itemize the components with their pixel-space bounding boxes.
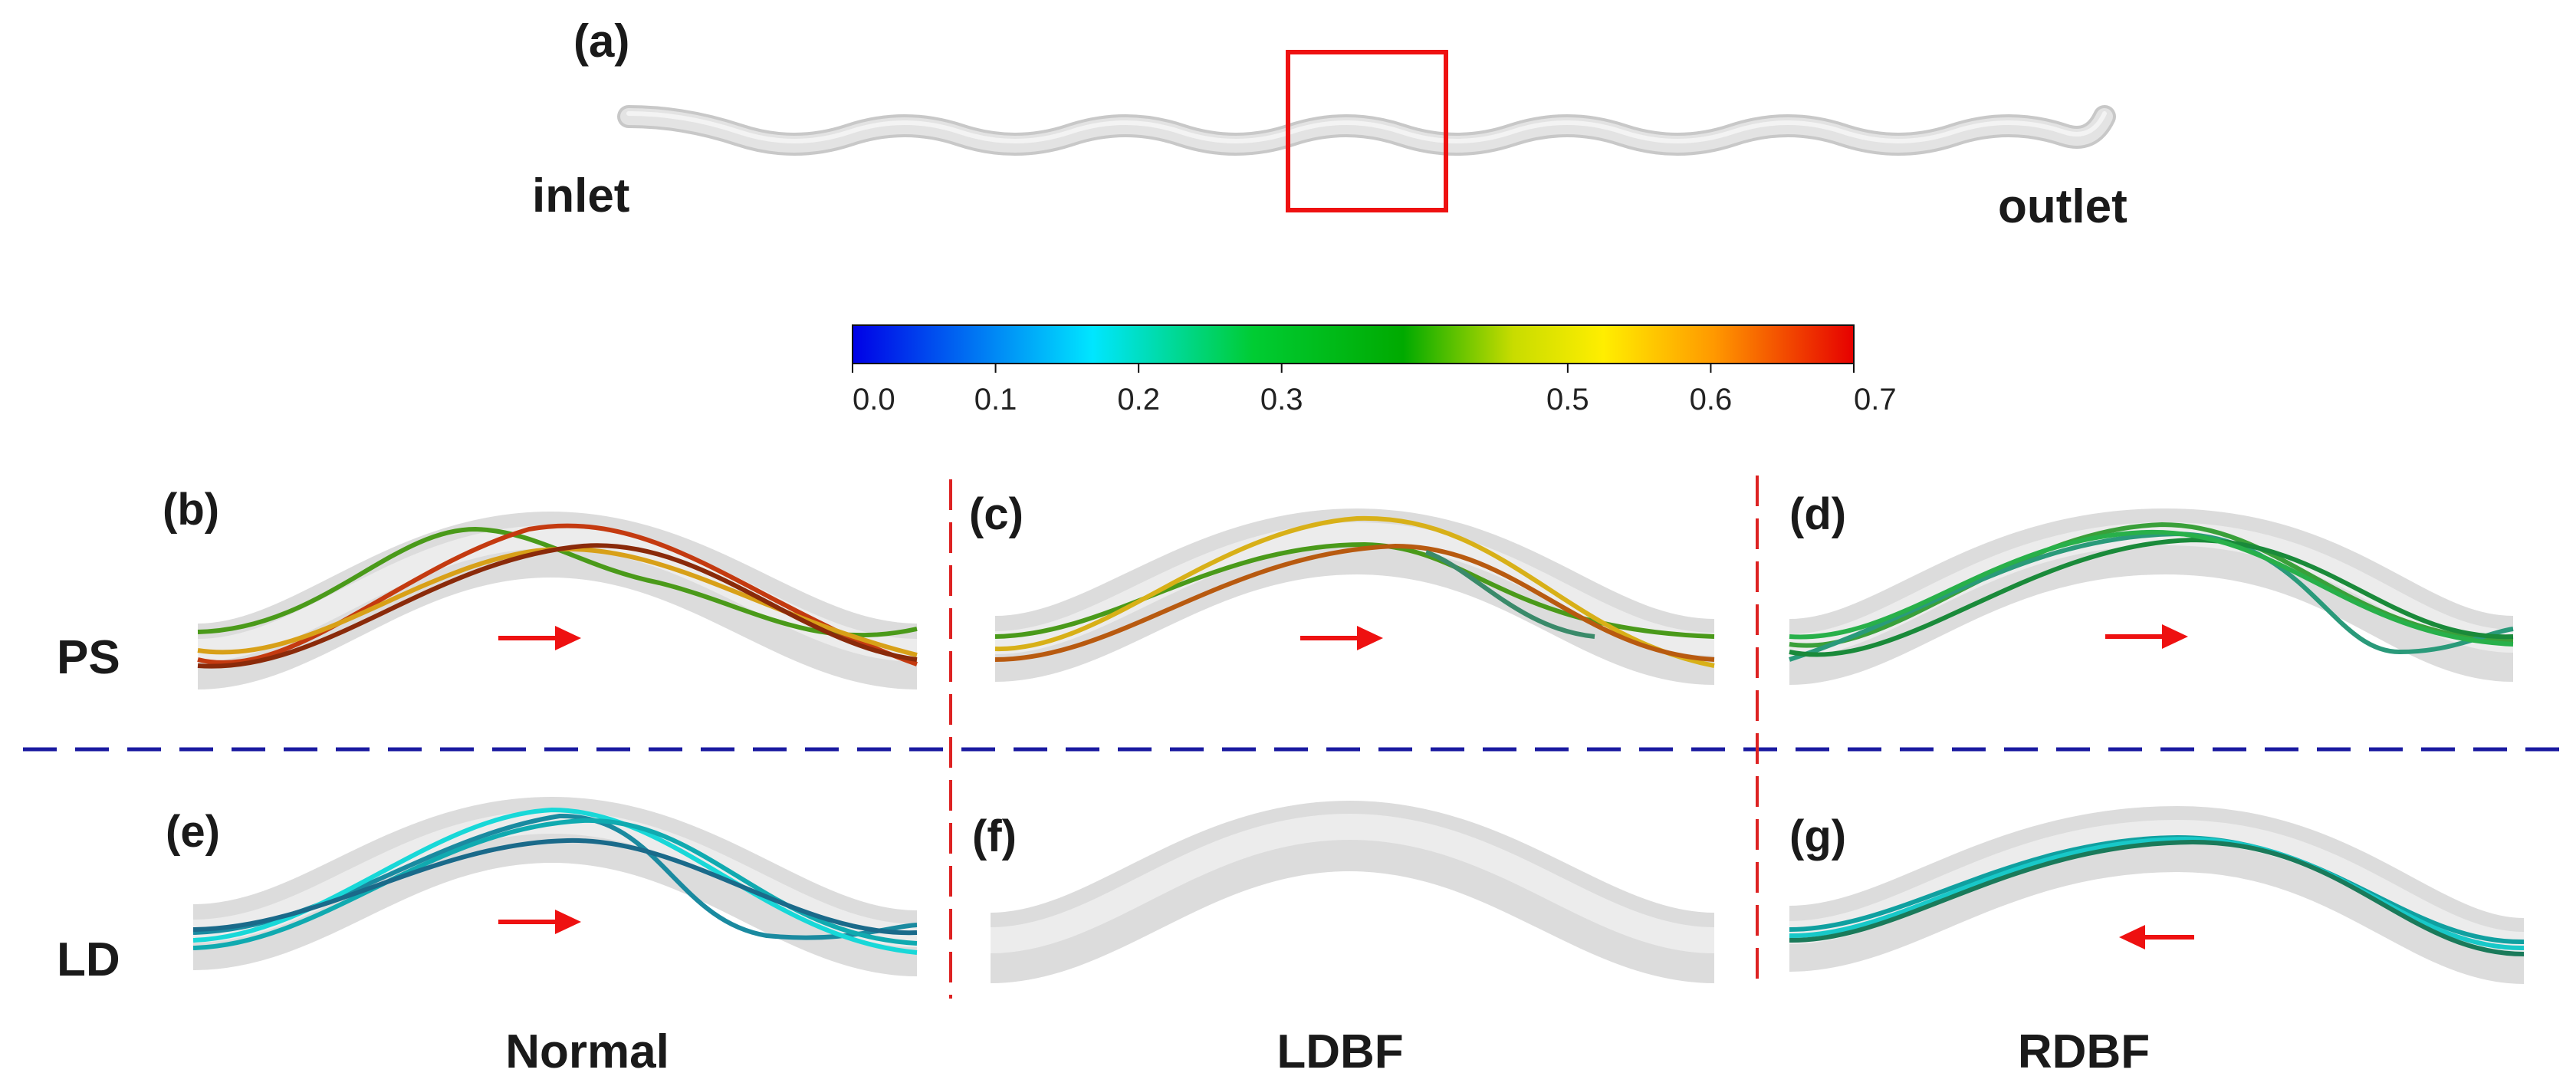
inlet-label: inlet (532, 169, 629, 222)
column-label-ldbf: LDBF (1276, 1025, 1403, 1078)
colorbar-tick-label: 0.2 (1117, 383, 1160, 416)
panel-d-streamline-4 (1789, 529, 2514, 647)
colorbar-bar (852, 324, 1855, 364)
panel-c-streamline-2 (994, 515, 1715, 668)
panel-c-streamline-4 (1425, 550, 1595, 639)
panel-c-streamline-1 (994, 541, 1715, 639)
colorbar-tick-label: 0.5 (1546, 383, 1589, 416)
panel-c-streamline-3 (994, 543, 1715, 662)
panel-f-tube-highlight (990, 813, 1715, 953)
panel-f (989, 800, 1716, 983)
panel-e-arrow (498, 910, 581, 934)
panel-g-arrow (2119, 925, 2194, 949)
colorbar-tick-label: 0.6 (1690, 383, 1733, 416)
column-label-rdbf: RDBF (2018, 1025, 2150, 1078)
panel-label-b: (b) (163, 485, 219, 535)
panel-e-streamline-4 (192, 838, 918, 936)
panel-d (1788, 508, 2515, 685)
vessel-tube-highlight (626, 111, 2107, 143)
colorbar-tick-label: 0.0 (853, 383, 895, 416)
colorbar-tick-label: 0.1 (974, 383, 1017, 416)
panel-g (1788, 805, 2525, 984)
highlight-box (1286, 50, 1448, 212)
panel-label-c: (c) (969, 489, 1024, 539)
colorbar: 0.0 0.1 0.2 0.3 0.5 0.6 0.7 (852, 324, 1897, 416)
column-label-normal: Normal (505, 1025, 669, 1078)
panel-f-tube (989, 800, 1716, 983)
panel-d-arrow (2105, 624, 2188, 649)
colorbar-tick-label: 0.7 (1854, 383, 1897, 416)
outlet-label: outlet (1998, 180, 2128, 233)
panel-label-d: (d) (1789, 489, 1846, 539)
panel-label-e: (e) (166, 807, 220, 857)
panel-label-a: (a) (573, 15, 629, 67)
panel-b (196, 511, 918, 689)
panel-g-streamline-3 (1789, 839, 2525, 956)
panel-c (994, 508, 1716, 685)
serpentine-vessel (617, 105, 2116, 156)
row-label-ld: LD (57, 933, 120, 986)
vessel-tube-body (620, 108, 2113, 153)
colorbar-tick-label: 0.3 (1260, 383, 1303, 416)
row-label-ps: PS (57, 631, 120, 684)
panel-b-arrow (498, 626, 581, 650)
colorbar-ticks: 0.0 0.1 0.2 0.3 0.5 0.6 0.7 (852, 364, 1897, 416)
panel-d-streamline-3 (1789, 537, 2514, 657)
panel-c-arrow (1300, 626, 1383, 650)
panel-e (192, 796, 918, 976)
panel-b-streamline-2 (197, 523, 918, 666)
panel-label-f: (f) (972, 811, 1017, 861)
panel-b-streamline-4 (197, 543, 918, 669)
panel-label-g: (g) (1789, 811, 1846, 861)
panel-g-streamline-2 (1789, 836, 2525, 951)
